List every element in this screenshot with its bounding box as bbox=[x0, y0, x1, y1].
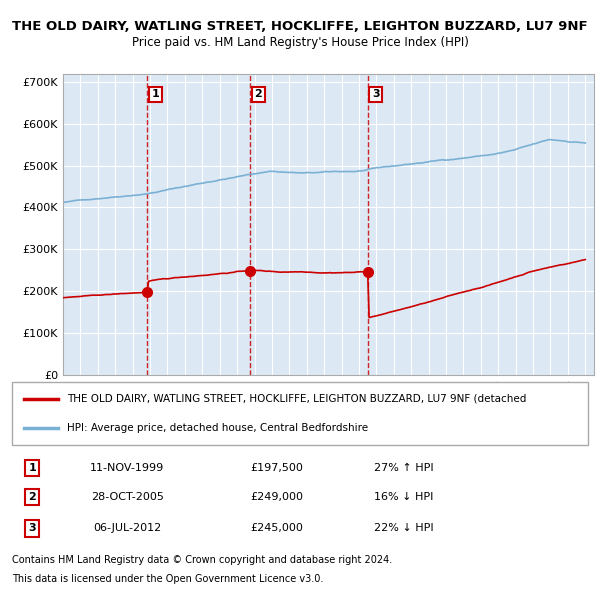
Text: 3: 3 bbox=[28, 523, 36, 533]
Text: £197,500: £197,500 bbox=[251, 463, 304, 473]
Text: This data is licensed under the Open Government Licence v3.0.: This data is licensed under the Open Gov… bbox=[12, 575, 323, 584]
Text: 1: 1 bbox=[151, 90, 159, 100]
Text: THE OLD DAIRY, WATLING STREET, HOCKLIFFE, LEIGHTON BUZZARD, LU7 9NF (detached: THE OLD DAIRY, WATLING STREET, HOCKLIFFE… bbox=[67, 394, 526, 404]
Text: Contains HM Land Registry data © Crown copyright and database right 2024.: Contains HM Land Registry data © Crown c… bbox=[12, 555, 392, 565]
Text: 06-JUL-2012: 06-JUL-2012 bbox=[93, 523, 161, 533]
Text: 16% ↓ HPI: 16% ↓ HPI bbox=[374, 492, 433, 502]
FancyBboxPatch shape bbox=[12, 382, 588, 445]
Text: 27% ↑ HPI: 27% ↑ HPI bbox=[374, 463, 433, 473]
Text: THE OLD DAIRY, WATLING STREET, HOCKLIFFE, LEIGHTON BUZZARD, LU7 9NF: THE OLD DAIRY, WATLING STREET, HOCKLIFFE… bbox=[12, 20, 588, 33]
Text: 2: 2 bbox=[254, 90, 262, 100]
Text: £249,000: £249,000 bbox=[250, 492, 304, 502]
Text: £245,000: £245,000 bbox=[251, 523, 304, 533]
Text: 1: 1 bbox=[28, 463, 36, 473]
Text: HPI: Average price, detached house, Central Bedfordshire: HPI: Average price, detached house, Cent… bbox=[67, 423, 368, 433]
Text: 11-NOV-1999: 11-NOV-1999 bbox=[90, 463, 164, 473]
Text: 22% ↓ HPI: 22% ↓ HPI bbox=[374, 523, 433, 533]
Text: 28-OCT-2005: 28-OCT-2005 bbox=[91, 492, 164, 502]
Text: 3: 3 bbox=[372, 90, 380, 100]
Text: 2: 2 bbox=[28, 492, 36, 502]
Text: Price paid vs. HM Land Registry's House Price Index (HPI): Price paid vs. HM Land Registry's House … bbox=[131, 36, 469, 49]
